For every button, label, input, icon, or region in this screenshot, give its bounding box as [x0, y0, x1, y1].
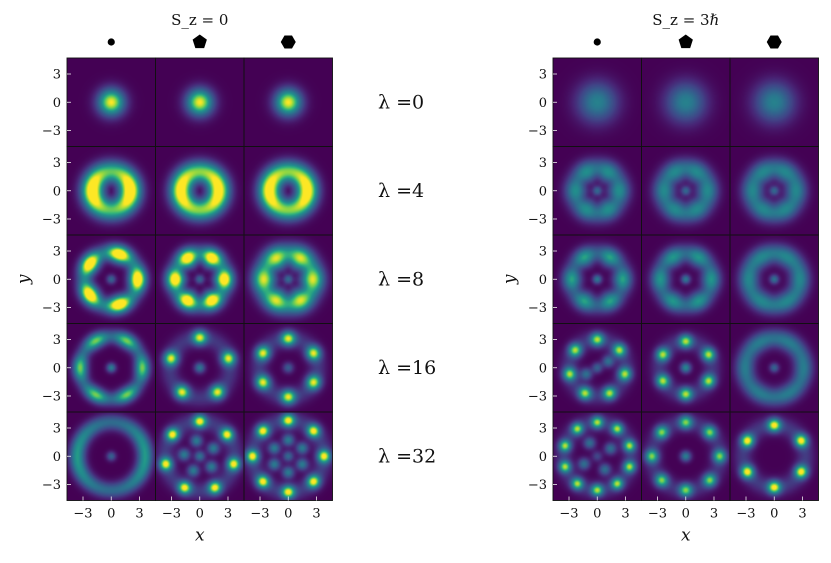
density-panel [730, 412, 819, 501]
x-tick-label: 3 [224, 507, 232, 522]
x-tick-label: 0 [682, 507, 690, 522]
x-tick-label: −3 [73, 507, 92, 522]
lambda-row-label: λ =32 [378, 445, 436, 467]
x-axis-label: x [681, 526, 691, 546]
y-tick-label: 0 [539, 450, 547, 465]
density-panel [244, 323, 333, 412]
y-tick-label: −3 [42, 301, 61, 316]
x-tick-label: 0 [770, 507, 778, 522]
lambda-row-label: λ =16 [378, 357, 436, 379]
y-tick-label: 3 [53, 333, 61, 348]
density-panel [641, 146, 730, 235]
y-tick-label: 3 [539, 245, 547, 260]
density-panel [67, 412, 156, 501]
lambda-row-label: λ =4 [378, 180, 424, 202]
density-panel [155, 58, 244, 147]
density-panel [730, 323, 819, 412]
density-panel [730, 235, 819, 324]
density-panel [553, 146, 642, 235]
y-tick-label: 3 [53, 156, 61, 171]
chart-sz0: 3 0 −3 3 0 −3 3 0 −3 3 0 −3 3 0 −3 −3 0 3 −3 0 3 −3 0 3 [42, 57, 333, 522]
density-panel [244, 412, 333, 501]
y-tick-label: 3 [539, 422, 547, 437]
y-tick-label: −3 [528, 478, 547, 493]
chart-sz3: 3 0 −3 3 0 −3 3 0 −3 3 0 −3 3 0 −3 −3 0 3 −3 0 3 −3 0 3 [528, 57, 819, 522]
y-axis-label: y [500, 274, 520, 285]
x-tick-label: 0 [107, 507, 115, 522]
density-panel [155, 235, 244, 324]
x-tick-label: −3 [648, 507, 667, 522]
x-tick-label: 3 [621, 507, 629, 522]
density-panel [641, 412, 730, 501]
density-panel [553, 235, 642, 324]
dot-symbol-icon [107, 38, 115, 46]
density-panel [155, 146, 244, 235]
y-tick-label: 3 [53, 245, 61, 260]
y-tick-label: −3 [528, 301, 547, 316]
y-tick-label: 0 [539, 96, 547, 111]
density-panel [244, 58, 333, 147]
density-panel [641, 323, 730, 412]
x-tick-label: −3 [736, 507, 755, 522]
density-panel [553, 323, 642, 412]
density-panel [67, 235, 156, 324]
lambda-row-label: λ =8 [378, 268, 424, 290]
y-tick-label: 3 [53, 68, 61, 83]
y-tick-label: 0 [539, 361, 547, 376]
lambda-row-label: λ =0 [378, 91, 424, 113]
y-tick-label: 0 [53, 96, 61, 111]
density-panel [553, 58, 642, 147]
y-tick-label: −3 [528, 389, 547, 404]
y-tick-label: 0 [53, 361, 61, 376]
y-tick-label: 0 [53, 450, 61, 465]
y-tick-label: −3 [42, 212, 61, 227]
x-tick-label: −3 [250, 507, 269, 522]
y-tick-label: −3 [42, 478, 61, 493]
density-panel [67, 58, 156, 147]
y-tick-label: 0 [53, 273, 61, 288]
x-tick-label: 0 [196, 507, 204, 522]
dot-symbol-icon [593, 38, 601, 46]
density-panel [67, 323, 156, 412]
x-tick-label: 0 [593, 507, 601, 522]
density-panel [553, 412, 642, 501]
x-tick-label: 0 [284, 507, 292, 522]
density-panel [155, 323, 244, 412]
density-panel [244, 146, 333, 235]
x-tick-label: 3 [798, 507, 806, 522]
y-axis-label: y [14, 274, 34, 285]
y-tick-label: 3 [539, 68, 547, 83]
pentagon-symbol-icon [192, 34, 207, 49]
y-tick-label: 0 [539, 184, 547, 199]
x-tick-label: −3 [162, 507, 181, 522]
density-panel [641, 58, 730, 147]
chart-title: S_z = 0 [171, 11, 228, 29]
y-tick-label: −3 [528, 124, 547, 139]
hexagon-symbol-icon [280, 35, 296, 49]
y-tick-label: 3 [539, 333, 547, 348]
x-tick-label: 3 [135, 507, 143, 522]
x-tick-label: −3 [559, 507, 578, 522]
density-panel [730, 146, 819, 235]
hexagon-symbol-icon [766, 35, 782, 49]
chart-title: S_z = 3ℏ [652, 11, 719, 29]
density-panel [730, 58, 819, 147]
y-tick-label: 0 [53, 184, 61, 199]
x-tick-label: 3 [710, 507, 718, 522]
density-panel [67, 146, 156, 235]
y-tick-label: 3 [539, 156, 547, 171]
y-tick-label: −3 [42, 124, 61, 139]
y-tick-label: 3 [53, 422, 61, 437]
pentagon-symbol-icon [678, 34, 693, 49]
density-panel [641, 235, 730, 324]
y-tick-label: 0 [539, 273, 547, 288]
x-axis-label: x [195, 526, 205, 546]
y-tick-label: −3 [42, 389, 61, 404]
density-panel [155, 412, 244, 501]
density-panel [244, 235, 333, 324]
y-tick-label: −3 [528, 212, 547, 227]
x-tick-label: 3 [312, 507, 320, 522]
